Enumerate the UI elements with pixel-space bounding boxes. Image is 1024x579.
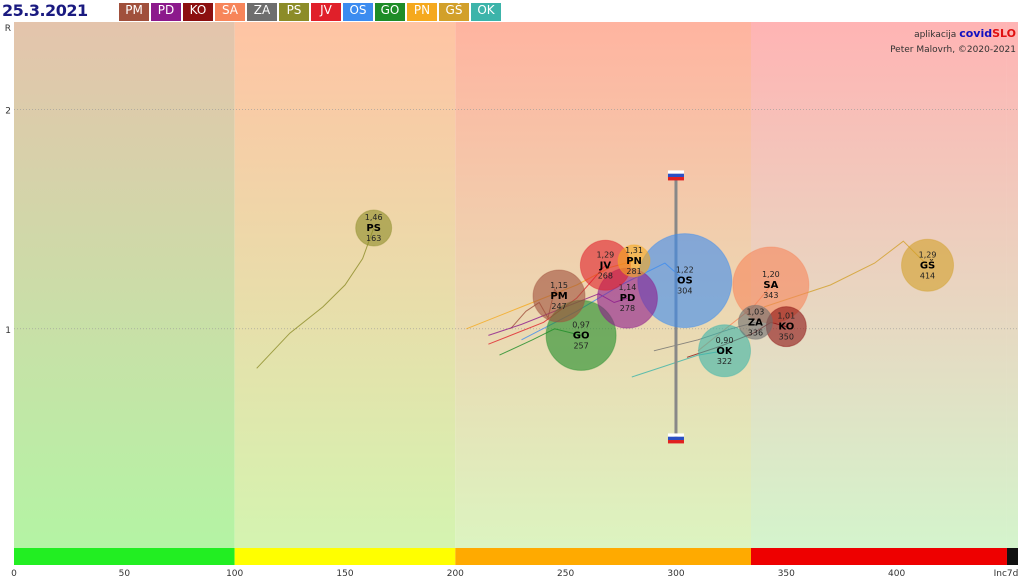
y-tick-label: 1 bbox=[5, 326, 11, 336]
bubble-OK bbox=[698, 324, 752, 378]
bubble-inc-label: 278 bbox=[620, 304, 635, 313]
zone-background bbox=[1006, 22, 1018, 548]
bubble-PM bbox=[532, 269, 586, 323]
legend-chip-SA[interactable]: SA bbox=[215, 3, 245, 21]
bubble-inc-label: 257 bbox=[573, 341, 588, 350]
x-tick-label: 0 bbox=[11, 569, 17, 579]
bubble-inc-label: 304 bbox=[677, 287, 692, 296]
x-axis-label: Inc7d bbox=[994, 569, 1019, 579]
bubble-r-label: 1,14 bbox=[619, 283, 637, 292]
bubble-inc-label: 281 bbox=[626, 267, 641, 276]
bubble-inc-label: 343 bbox=[763, 291, 778, 300]
bubble-PN bbox=[617, 244, 651, 278]
bubble-code-label: GŠ bbox=[920, 258, 935, 271]
date-label: 25.3.2021 bbox=[2, 1, 88, 20]
bubble-r-label: 1,03 bbox=[747, 307, 765, 316]
bubble-code-label: PD bbox=[620, 293, 636, 304]
x-tick-label: 250 bbox=[557, 569, 574, 579]
bubble-inc-label: 268 bbox=[598, 271, 613, 280]
x-tick-label: 350 bbox=[778, 569, 795, 579]
flag-stripe-blue bbox=[667, 436, 684, 441]
legend-chip-ZA[interactable]: ZA bbox=[247, 3, 277, 21]
flag-stripe-red bbox=[667, 440, 684, 444]
credit-author: Peter Malovrh, ©2020-2021 bbox=[890, 45, 1016, 55]
legend-chip-GŠ[interactable]: GŠ bbox=[439, 3, 469, 21]
bubble-code-label: SA bbox=[763, 280, 778, 291]
trail-PS bbox=[256, 227, 375, 369]
zone-background bbox=[14, 22, 235, 548]
bubble-r-label: 1,15 bbox=[550, 281, 568, 290]
bubble-code-label: PN bbox=[626, 256, 642, 267]
x-tick-label: 50 bbox=[119, 569, 131, 579]
y-axis-label: R bbox=[5, 24, 11, 34]
bubble-ZA bbox=[737, 304, 773, 340]
bubble-code-label: OS bbox=[677, 276, 693, 287]
bubble-inc-label: 322 bbox=[717, 357, 732, 366]
bubble-r-label: 1,22 bbox=[676, 266, 694, 275]
zone-bar bbox=[455, 548, 752, 565]
x-tick-label: 150 bbox=[336, 569, 353, 579]
credit-prefix: aplikacija bbox=[914, 30, 957, 40]
legend-chip-PN[interactable]: PN bbox=[407, 3, 437, 21]
bubble-inc-label: 247 bbox=[551, 302, 566, 311]
bubble-r-label: 1,29 bbox=[596, 250, 614, 259]
flag-stripe-white bbox=[667, 170, 684, 174]
flag-stripe-red bbox=[667, 177, 684, 181]
bubble-r-label: 0,90 bbox=[716, 336, 734, 345]
bubble-code-label: ZA bbox=[748, 317, 763, 328]
bubble-code-label: PM bbox=[550, 291, 567, 302]
bubble-r-label: 1,29 bbox=[919, 250, 937, 259]
y-tick-label: 2 bbox=[5, 107, 11, 117]
zone-bar bbox=[234, 548, 456, 565]
legend-chip-GO[interactable]: GO bbox=[375, 3, 405, 21]
legend-chip-PS[interactable]: PS bbox=[279, 3, 309, 21]
legend-chip-PD[interactable]: PD bbox=[151, 3, 181, 21]
credit: aplikacija covidSLO Peter Malovrh, ©2020… bbox=[890, 27, 1016, 58]
bubble-code-label: GO bbox=[573, 330, 590, 341]
bubble-r-label: 1,01 bbox=[777, 312, 795, 321]
bubble-r-label: 1,20 bbox=[762, 270, 780, 279]
legend-chip-JV[interactable]: JV bbox=[311, 3, 341, 21]
bubble-inc-label: 163 bbox=[366, 234, 381, 243]
x-tick-label: 200 bbox=[447, 569, 464, 579]
x-tick-label: 100 bbox=[226, 569, 243, 579]
zone-bar bbox=[751, 548, 1007, 565]
bubble-code-label: OK bbox=[716, 346, 734, 357]
bubble-r-label: 1,46 bbox=[365, 213, 383, 222]
zone-bar bbox=[1006, 548, 1018, 565]
zone-bar bbox=[14, 548, 235, 565]
legend-chip-KO[interactable]: KO bbox=[183, 3, 213, 21]
bubble-r-label: 1,31 bbox=[625, 246, 643, 255]
credit-brand: covidSLO bbox=[959, 27, 1016, 40]
x-tick-label: 400 bbox=[888, 569, 905, 579]
bubble-code-label: KO bbox=[778, 322, 794, 333]
region-legend: PM PD KO SA ZA PS JV OS GO PN GŠ OK bbox=[119, 3, 501, 21]
bubble-r-label: 0,97 bbox=[572, 320, 590, 329]
legend-chip-OS[interactable]: OS bbox=[343, 3, 373, 21]
bubble-inc-label: 336 bbox=[748, 328, 763, 337]
x-tick-label: 300 bbox=[667, 569, 684, 579]
flag-stripe-blue bbox=[667, 173, 684, 178]
bubble-inc-label: 414 bbox=[920, 271, 935, 280]
bubble-inc-label: 350 bbox=[779, 333, 794, 342]
flag-stripe-white bbox=[667, 433, 684, 437]
bubble-code-label: PS bbox=[366, 223, 381, 234]
bubble-code-label: JV bbox=[599, 260, 612, 271]
bubble-PS bbox=[355, 209, 393, 247]
legend-chip-PM[interactable]: PM bbox=[119, 3, 149, 21]
legend-chip-OK[interactable]: OK bbox=[471, 3, 501, 21]
bubble-GŠ bbox=[901, 238, 955, 292]
